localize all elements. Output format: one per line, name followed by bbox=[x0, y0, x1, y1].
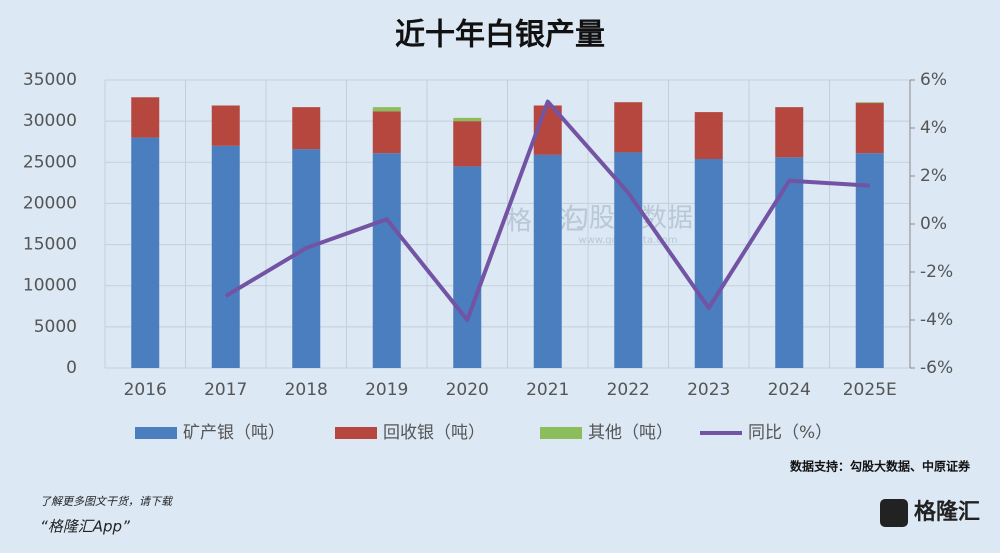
y-tick-label: 10000 bbox=[23, 276, 77, 296]
y2-tick-label: -4% bbox=[920, 310, 953, 330]
legend-label: 其他（吨） bbox=[588, 423, 673, 443]
x-tick-label: 2016 bbox=[124, 380, 167, 400]
bar-segment bbox=[533, 154, 562, 368]
legend-label: 矿产银（吨） bbox=[183, 423, 285, 443]
bar-segment bbox=[131, 97, 160, 138]
bar-segment bbox=[855, 102, 884, 104]
bar-segment bbox=[453, 166, 482, 368]
bar-segment bbox=[292, 149, 321, 368]
legend-swatch bbox=[335, 427, 377, 439]
footer-text: 了解更多图文干货，请下载 bbox=[40, 495, 174, 508]
bar-segment bbox=[131, 137, 160, 368]
bar-segment bbox=[855, 103, 884, 154]
bar-segment bbox=[614, 102, 643, 153]
x-tick-label: 2020 bbox=[446, 380, 489, 400]
bar-segment bbox=[614, 152, 643, 368]
x-tick-label: 2021 bbox=[526, 380, 569, 400]
y-tick-label: 20000 bbox=[23, 193, 77, 213]
source-note: 数据支持：勾股大数据、中原证券 bbox=[790, 459, 971, 474]
footer-text: “格隆汇App” bbox=[40, 518, 130, 536]
logo-icon bbox=[880, 499, 908, 527]
chart-title: 近十年白银产量 bbox=[395, 18, 605, 53]
x-tick-label: 2024 bbox=[768, 380, 811, 400]
bar-segment bbox=[855, 153, 884, 368]
bar-segment bbox=[372, 107, 401, 112]
legend-swatch bbox=[135, 427, 177, 439]
x-tick-label: 2023 bbox=[687, 380, 730, 400]
y2-tick-label: 0% bbox=[920, 214, 947, 234]
yoy-line bbox=[224, 99, 870, 322]
y-tick-label: 5000 bbox=[34, 317, 77, 337]
bar-segment bbox=[211, 145, 240, 368]
y-tick-label: 0 bbox=[66, 358, 77, 378]
y2-tick-label: -6% bbox=[920, 358, 953, 378]
logo-text: 格隆汇 bbox=[914, 499, 980, 525]
bar-segment bbox=[453, 121, 482, 167]
bar-segment bbox=[372, 153, 401, 368]
legend-label: 回收银（吨） bbox=[383, 423, 485, 443]
y2-tick-label: 6% bbox=[920, 70, 947, 90]
x-tick-label: 2022 bbox=[607, 380, 650, 400]
bar-segment bbox=[372, 111, 401, 154]
y2-tick-label: 2% bbox=[920, 166, 947, 186]
bar-segment bbox=[694, 112, 723, 159]
y-tick-label: 35000 bbox=[23, 70, 77, 90]
y-tick-label: 25000 bbox=[23, 152, 77, 172]
y2-tick-label: 4% bbox=[920, 118, 947, 138]
bar-segment bbox=[775, 157, 804, 368]
bar-segment bbox=[453, 117, 482, 122]
legend-swatch bbox=[540, 427, 582, 439]
legend-label: 同比（%） bbox=[748, 423, 832, 443]
y-tick-label: 30000 bbox=[23, 111, 77, 131]
bar-segment bbox=[694, 158, 723, 368]
x-tick-label: 2018 bbox=[285, 380, 328, 400]
x-tick-label: 2025E bbox=[843, 380, 897, 400]
x-tick-label: 2019 bbox=[365, 380, 408, 400]
bar-segment bbox=[292, 107, 321, 150]
y2-tick-label: -2% bbox=[920, 262, 953, 282]
x-tick-label: 2017 bbox=[204, 380, 247, 400]
y-tick-label: 15000 bbox=[23, 235, 77, 255]
bar-segment bbox=[775, 107, 804, 158]
bar-segment bbox=[211, 105, 240, 146]
